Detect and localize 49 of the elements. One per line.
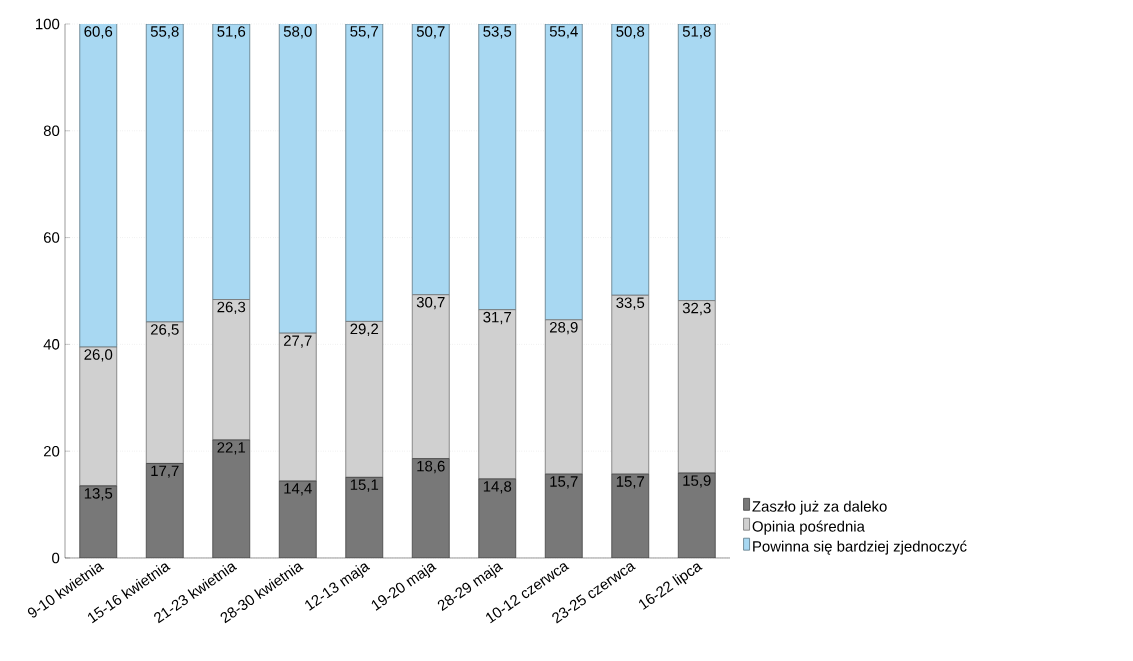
data-label: 26,5	[150, 324, 179, 337]
data-label: 15,7	[616, 476, 645, 489]
data-label: 32,3	[682, 302, 711, 316]
bar	[677, 23, 716, 301]
y-tick-label: 60	[43, 232, 60, 243]
data-label: 18,6	[417, 460, 445, 474]
data-label: 28,9	[549, 322, 578, 335]
data-label: 33,5	[616, 297, 645, 310]
y-tick-label: 20	[43, 445, 60, 457]
data-label: 14,4	[284, 483, 312, 496]
bar	[278, 23, 317, 334]
y-tick-label: 0	[52, 552, 60, 564]
data-label: 50,8	[616, 26, 645, 39]
y-tick-label: 100	[36, 18, 60, 30]
y-tick-label: 40	[43, 339, 60, 350]
data-label: 58,0	[283, 26, 312, 39]
bar	[611, 23, 650, 296]
data-label: 53,5	[483, 26, 512, 39]
data-label: 55,7	[350, 26, 379, 39]
data-label: 31,7	[483, 311, 512, 325]
data-label: 50,7	[416, 26, 445, 39]
legend-label: Opinia pośrednia	[752, 520, 865, 535]
data-label: 22,1	[217, 442, 246, 455]
data-label: 15,1	[350, 479, 379, 492]
data-label: 14,8	[483, 481, 512, 494]
data-label: 55,8	[150, 26, 179, 39]
data-label: 13,5	[84, 488, 113, 501]
data-label: 26,3	[217, 301, 246, 315]
bar	[79, 23, 118, 348]
bar	[411, 23, 450, 296]
data-label: 51,6	[217, 26, 246, 39]
data-label: 17,7	[151, 465, 179, 478]
data-label: 15,9	[683, 475, 711, 488]
data-label: 27,7	[283, 335, 312, 348]
legend-label: Powinna się bardziej zjednoczyć	[753, 540, 967, 555]
data-label: 15,7	[550, 476, 578, 489]
bar	[478, 23, 517, 311]
bar	[544, 23, 583, 321]
data-label: 26,0	[84, 349, 113, 362]
bar	[145, 23, 184, 323]
data-label: 29,2	[350, 323, 379, 336]
bar	[345, 23, 384, 322]
legend-label: Zaszło już za daleko	[752, 500, 887, 515]
data-label: 60,6	[84, 26, 113, 39]
data-label: 51,8	[682, 26, 711, 39]
data-label: 30,7	[416, 296, 445, 310]
y-tick-label: 80	[43, 125, 60, 137]
bar	[212, 23, 251, 300]
data-label: 55,4	[549, 26, 578, 39]
